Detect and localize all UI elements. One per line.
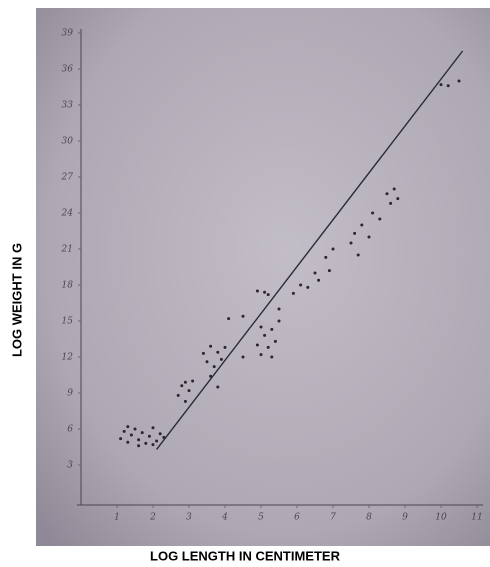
data-point — [447, 84, 450, 87]
data-point — [152, 443, 155, 446]
y-tick-label: 36 — [62, 65, 74, 75]
data-point — [267, 346, 270, 349]
y-tick-label: 33 — [62, 101, 74, 111]
data-point — [224, 346, 227, 349]
x-tick-label: 9 — [402, 513, 408, 523]
data-point — [202, 352, 205, 355]
y-tick-label: 39 — [62, 29, 74, 39]
data-point — [184, 381, 187, 384]
data-point — [216, 351, 219, 354]
y-tick-label: 15 — [62, 317, 74, 327]
data-point — [209, 375, 212, 378]
x-tick-label: 3 — [186, 513, 192, 523]
data-point — [206, 360, 209, 363]
data-point — [278, 308, 281, 311]
x-tick-label: 10 — [435, 513, 447, 523]
data-point — [123, 430, 126, 433]
y-tick-label: 9 — [67, 389, 73, 399]
data-point — [191, 380, 194, 383]
data-point — [209, 345, 212, 348]
x-tick-label: 1 — [114, 513, 120, 523]
data-point — [263, 291, 266, 294]
data-point — [184, 400, 187, 403]
data-point — [396, 197, 399, 200]
x-tick-label: 11 — [471, 513, 482, 523]
data-point — [389, 202, 392, 205]
data-point — [137, 444, 140, 447]
data-point — [332, 248, 335, 251]
y-tick-label: 27 — [61, 173, 74, 183]
data-point — [134, 428, 137, 431]
y-tick-label: 21 — [61, 245, 73, 255]
data-point — [177, 394, 180, 397]
data-point — [227, 317, 230, 320]
y-tick-label: 30 — [62, 137, 74, 147]
x-tick-label: 2 — [149, 513, 156, 523]
data-point — [324, 256, 327, 259]
data-point — [126, 441, 129, 444]
data-point — [130, 434, 133, 437]
data-point — [148, 435, 151, 438]
data-point — [357, 254, 360, 257]
chart: LOG LENGTH IN CENTIMETER LOG WEIGHT IN G… — [0, 0, 490, 567]
data-point — [162, 436, 165, 439]
x-tick-label: 8 — [366, 513, 372, 523]
data-point — [371, 212, 374, 215]
data-point — [386, 192, 389, 195]
y-tick-label: 12 — [62, 353, 74, 363]
data-point — [350, 242, 353, 245]
data-point — [378, 218, 381, 221]
data-point — [119, 437, 122, 440]
data-point — [314, 272, 317, 275]
data-point — [360, 224, 363, 227]
data-point — [270, 328, 273, 331]
data-point — [368, 236, 371, 239]
data-point — [213, 365, 216, 368]
data-point — [267, 293, 270, 296]
data-point — [242, 356, 245, 359]
data-point — [458, 80, 461, 83]
y-tick-label: 24 — [61, 209, 74, 219]
data-point — [328, 269, 331, 272]
data-point — [144, 442, 147, 445]
y-tick-label: 3 — [67, 461, 73, 471]
data-point — [126, 425, 129, 428]
data-point — [299, 284, 302, 287]
data-point — [393, 188, 396, 191]
data-point — [216, 386, 219, 389]
x-tick-label: 7 — [330, 513, 336, 523]
data-point — [180, 384, 183, 387]
x-tick-label: 5 — [258, 513, 264, 523]
data-point — [263, 334, 266, 337]
data-point — [152, 426, 155, 429]
data-point — [155, 440, 158, 443]
x-axis-title: LOG LENGTH IN CENTIMETER — [150, 548, 341, 563]
data-point — [274, 340, 277, 343]
data-point — [292, 292, 295, 295]
data-point — [141, 431, 144, 434]
data-point — [242, 315, 245, 318]
x-tick-label: 6 — [294, 513, 300, 523]
data-point — [270, 356, 273, 359]
page: {"chart_data": { "type": "scatter", "x_l… — [0, 0, 490, 567]
data-point — [440, 83, 443, 86]
x-tick-label: 4 — [221, 513, 228, 523]
data-point — [260, 326, 263, 329]
y-tick-label: 18 — [62, 281, 74, 291]
data-point — [220, 358, 223, 361]
data-point — [188, 389, 191, 392]
photo-paper — [36, 8, 490, 546]
data-point — [159, 432, 162, 435]
data-point — [256, 344, 259, 347]
y-axis-title: LOG WEIGHT IN G — [9, 243, 24, 357]
data-point — [306, 286, 309, 289]
data-point — [353, 232, 356, 235]
data-point — [260, 353, 263, 356]
data-point — [278, 320, 281, 323]
data-point — [256, 290, 259, 293]
y-tick-label: 6 — [67, 425, 73, 435]
data-point — [317, 279, 320, 282]
data-point — [137, 438, 140, 441]
